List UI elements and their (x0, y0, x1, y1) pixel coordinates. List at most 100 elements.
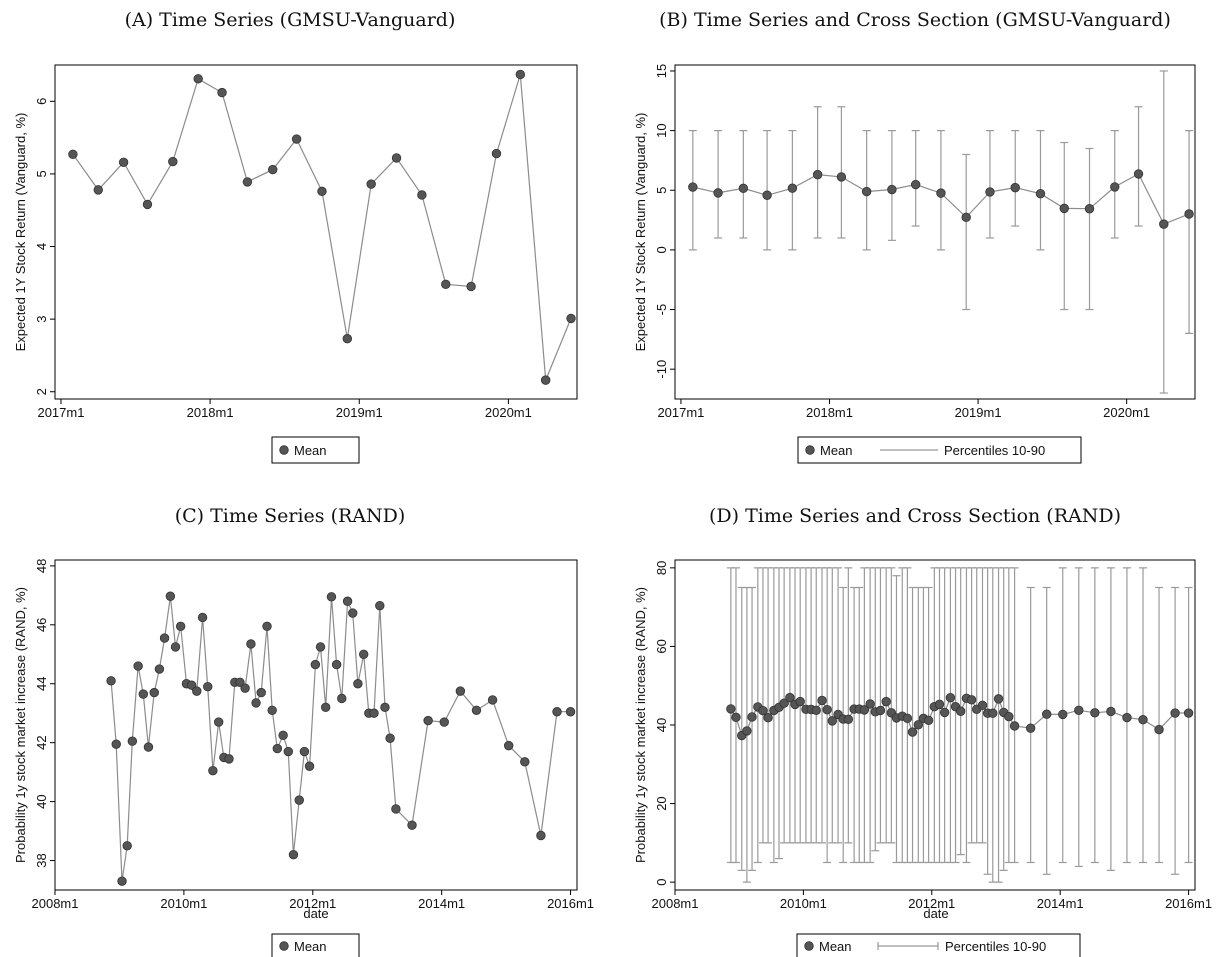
panel-d-mean-point (785, 692, 795, 703)
panel-d-mean-point (817, 695, 827, 706)
panel-d-mean-point (875, 705, 886, 716)
panel-d-mean-point (843, 714, 854, 725)
panel-a-mean-point (242, 177, 253, 187)
panel-d-mean-point (902, 713, 913, 724)
panel-c-mean-point (235, 677, 245, 687)
panel-b-mean-point (836, 172, 847, 182)
panel-c-mean-point (170, 642, 181, 652)
panel-c-mean-point (385, 733, 395, 743)
panel-c-mean-point (246, 639, 256, 649)
panel-d-mean-point (865, 699, 875, 709)
panel-c-x-tick-label: 2016m1 (547, 896, 594, 911)
panel-d-y-tick-label: 0 (654, 879, 669, 886)
panel-c-mean-point (175, 621, 186, 631)
panel-d-mean-point (811, 705, 821, 715)
panel-c-y-tick-label: 40 (34, 794, 49, 808)
panel-c-x-tick-label: 2014m1 (418, 896, 465, 911)
panel-c-mean-line (110, 596, 571, 882)
panel-c-mean-point (315, 642, 326, 652)
panel-c-mean-point (133, 661, 143, 671)
panel-a-mean-point (491, 148, 502, 159)
panel-c-mean-point (159, 633, 170, 643)
panel-c-mean-point (380, 702, 390, 713)
panel-a-mean-point (317, 186, 327, 197)
panel-a-marks (68, 69, 576, 385)
panel-b-plot-frame (674, 64, 1196, 400)
panel-a-ticks: 2017m1 2018m1 2019m1 2020m1 2 3 4 5 6 (34, 98, 532, 420)
panel-a-mean-line (72, 74, 572, 381)
panel-c-mean-point (326, 592, 337, 602)
panel-a-mean-point (366, 179, 376, 189)
panel-d-mean-point (726, 704, 736, 714)
panel-d-legend-mean-label: Mean (819, 939, 852, 954)
panel-d-mean-point (939, 707, 950, 718)
panel-b-mean-point (688, 182, 698, 192)
panel-b-mean-point (738, 183, 749, 194)
panel-b-mean-point (1159, 219, 1169, 229)
panel-c-mean-point (262, 621, 272, 631)
panel-b-mean-point (1035, 189, 1046, 199)
panel-d-mean-point (993, 694, 1004, 704)
panel-a-mean-point (515, 69, 526, 80)
panel-b: (B) Time Series and Cross Section (GMSU-… (633, 9, 1196, 464)
panel-d-y-tick-label: 60 (654, 639, 669, 653)
panel-c-legend-mean-marker (279, 941, 289, 951)
panel-c-x-tick-label: 2008m1 (32, 896, 79, 911)
panel-a-mean-point (168, 156, 178, 167)
panel-c-mean-point (267, 705, 277, 715)
panel-c-mean-point (299, 746, 310, 757)
panel-d-mean-point (1183, 708, 1194, 718)
panel-d-mean-point (955, 706, 966, 716)
panel-c-mean-point (197, 612, 208, 623)
panel-a-legend-mean-marker (279, 445, 289, 455)
panel-c-ticks: 2008m1 2010m1 2012m1 2014m1 2016m1 38 40 42 44 46… (32, 559, 595, 911)
panel-a-x-tick-label: 2017m1 (37, 405, 84, 420)
panel-d-mean-point (779, 698, 789, 708)
panel-d-x-tick-label: 2010m1 (780, 896, 827, 911)
panel-c-title: (C) Time Series (RAND) (175, 505, 406, 527)
panel-c-mean-point (439, 717, 449, 727)
panel-b-mean-point (812, 169, 823, 180)
panel-a: (A) Time Series (GMSU-Vanguard) Expected… (13, 9, 578, 464)
panel-d-mean-point (763, 713, 773, 723)
panel-c-mean-point (192, 686, 202, 696)
panel-b-title: (B) Time Series and Cross Section (GMSU-… (659, 9, 1171, 31)
panel-d-mean-point (1004, 711, 1014, 722)
panel-a-mean-point (68, 149, 78, 160)
panel-a-y-tick-label: 2 (34, 388, 49, 395)
panel-c-mean-point (138, 689, 148, 699)
panel-c-mean-point (487, 695, 498, 705)
panel-b-mean-point (1184, 209, 1194, 219)
panel-a-x-tick-label: 2018m1 (187, 405, 234, 420)
panel-b-mean-point (762, 190, 772, 200)
panel-b-mean-point (1133, 169, 1144, 179)
panel-b-legend: Mean Percentiles 10-90 (797, 436, 1082, 464)
panel-a-x-tick-label: 2019m1 (336, 405, 383, 420)
panel-d-y-tick-label: 80 (654, 561, 669, 575)
panel-d-mean-point (795, 696, 805, 707)
panel-c-mean-point (565, 707, 576, 717)
panel-b-x-tick-label: 2018m1 (806, 405, 853, 420)
panel-d-mean-point (1074, 705, 1084, 715)
panel-d-legend: Mean Percentiles 10-90 (796, 933, 1081, 957)
panel-c-plot-frame (54, 559, 578, 891)
panel-c-legend-box (271, 933, 360, 957)
panel-d-mean-point (827, 716, 837, 726)
panel-d: (D) Time Series and Cross Section (RAND)… (633, 505, 1212, 957)
panel-b-legend-mean-label: Mean (820, 443, 853, 458)
panel-b-mean-point (910, 179, 921, 190)
panel-d-x-axis-label: date (923, 906, 948, 921)
panel-d-mean-point (934, 699, 945, 710)
panel-b-mean-point (713, 188, 723, 198)
panel-d-mean-point (913, 720, 924, 730)
panel-c-mean-point (283, 746, 293, 757)
panel-c-mean-point (143, 742, 154, 752)
panel-b-mean-point (861, 186, 872, 197)
panel-d-mean-point (859, 705, 870, 715)
panel-c-mean-point (208, 765, 218, 776)
panel-c-x-tick-label: 2012m1 (289, 896, 336, 911)
panel-b-x-tick-label: 2017m1 (657, 405, 704, 420)
panel-c-mean-point (288, 849, 299, 860)
panel-a-legend-mean-label: Mean (294, 443, 327, 458)
